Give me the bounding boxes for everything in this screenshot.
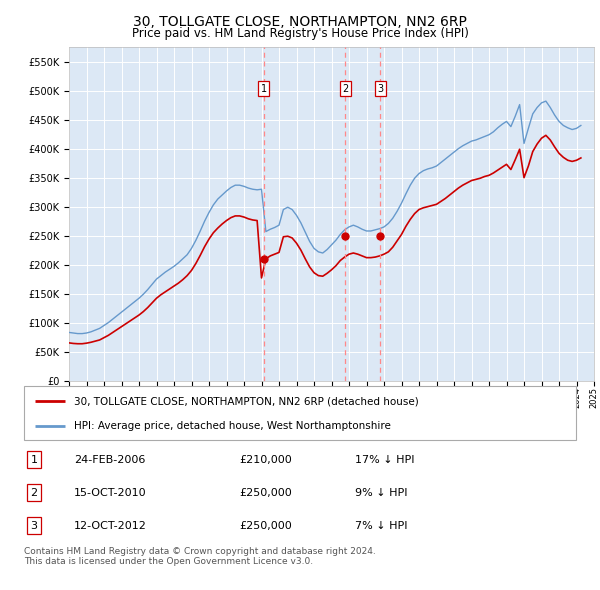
- Text: 17% ↓ HPI: 17% ↓ HPI: [355, 454, 415, 464]
- Text: 15-OCT-2010: 15-OCT-2010: [74, 488, 146, 497]
- Text: 30, TOLLGATE CLOSE, NORTHAMPTON, NN2 6RP (detached house): 30, TOLLGATE CLOSE, NORTHAMPTON, NN2 6RP…: [74, 396, 418, 407]
- Text: 1: 1: [261, 84, 267, 94]
- Text: 24-FEB-2006: 24-FEB-2006: [74, 454, 145, 464]
- Text: 12-OCT-2012: 12-OCT-2012: [74, 521, 146, 531]
- Text: £250,000: £250,000: [239, 488, 292, 497]
- Text: 3: 3: [377, 84, 383, 94]
- Text: 30, TOLLGATE CLOSE, NORTHAMPTON, NN2 6RP: 30, TOLLGATE CLOSE, NORTHAMPTON, NN2 6RP: [133, 15, 467, 29]
- Text: 2: 2: [342, 84, 349, 94]
- Text: 2: 2: [31, 488, 37, 497]
- Text: Contains HM Land Registry data © Crown copyright and database right 2024.
This d: Contains HM Land Registry data © Crown c…: [24, 547, 376, 566]
- Text: 7% ↓ HPI: 7% ↓ HPI: [355, 521, 408, 531]
- Text: £250,000: £250,000: [239, 521, 292, 531]
- Text: £210,000: £210,000: [239, 454, 292, 464]
- Text: 9% ↓ HPI: 9% ↓ HPI: [355, 488, 408, 497]
- FancyBboxPatch shape: [24, 386, 576, 440]
- Text: HPI: Average price, detached house, West Northamptonshire: HPI: Average price, detached house, West…: [74, 421, 391, 431]
- Text: 1: 1: [31, 454, 37, 464]
- Text: 3: 3: [31, 521, 37, 531]
- Text: Price paid vs. HM Land Registry's House Price Index (HPI): Price paid vs. HM Land Registry's House …: [131, 27, 469, 40]
